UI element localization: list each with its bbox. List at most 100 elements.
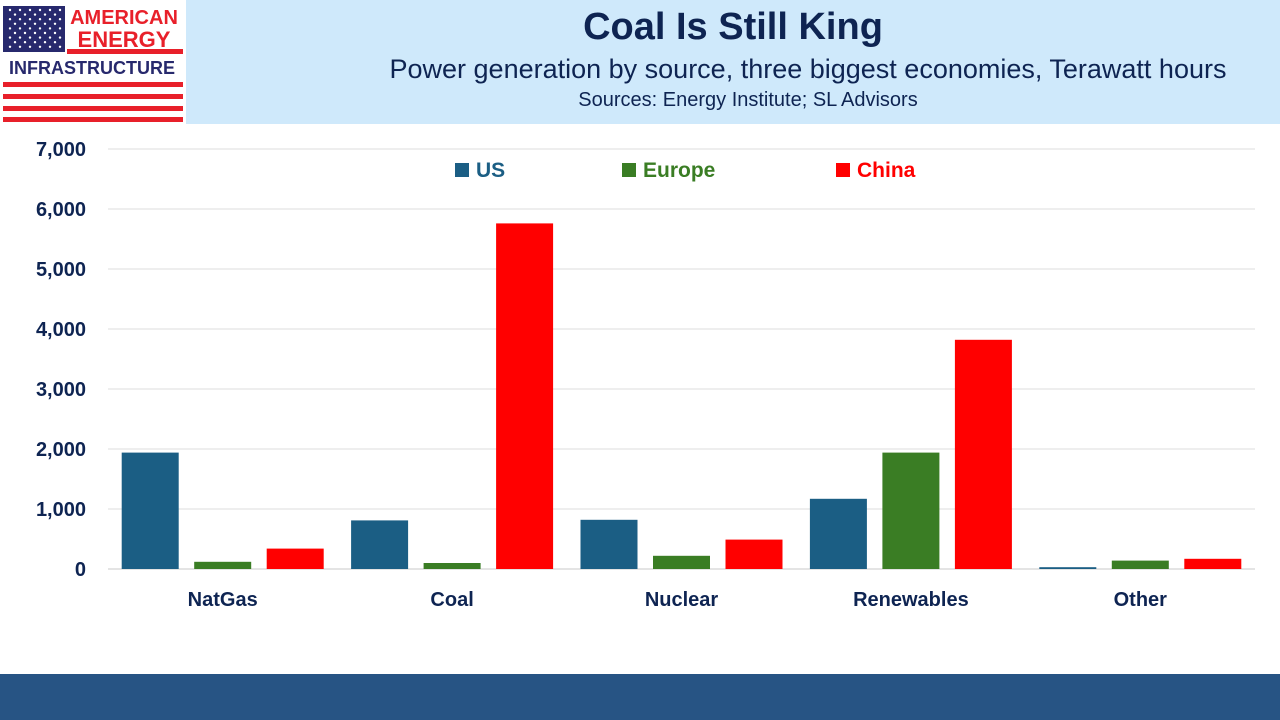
logo-star bbox=[58, 8, 62, 12]
logo-star bbox=[48, 27, 52, 30]
y-tick-label: 0 bbox=[75, 559, 86, 581]
bars bbox=[121, 223, 1242, 569]
bar-china-other bbox=[1184, 558, 1242, 569]
bar-china-nuclear bbox=[725, 539, 783, 569]
logo-star bbox=[43, 41, 47, 44]
logo-star bbox=[53, 31, 57, 35]
logo-star bbox=[58, 45, 62, 48]
logo-star bbox=[13, 41, 17, 44]
logo-star bbox=[8, 8, 12, 12]
logo-star bbox=[38, 27, 42, 30]
logo-star bbox=[8, 18, 12, 21]
x-category-label: Coal bbox=[430, 589, 473, 611]
y-tick-label: 7,000 bbox=[36, 139, 86, 161]
logo-star bbox=[23, 31, 27, 35]
logo-star bbox=[18, 36, 22, 39]
logo-star bbox=[53, 41, 57, 44]
bar-europe-nuclear bbox=[653, 555, 710, 569]
logo-star bbox=[48, 18, 52, 21]
bar-europe-other bbox=[1111, 560, 1169, 569]
logo-star bbox=[28, 36, 32, 39]
y-tick-label: 4,000 bbox=[36, 319, 86, 341]
y-tick-label: 5,000 bbox=[36, 259, 86, 281]
y-axis-ticks: 0 1,000 2,000 3,000 4,000 5,000 6,000 7,000 bbox=[36, 139, 86, 581]
logo-star bbox=[53, 13, 57, 16]
logo-stripe bbox=[3, 106, 183, 111]
bar-china-renewables bbox=[954, 339, 1012, 569]
x-category-label: Other bbox=[1114, 589, 1168, 611]
bar-us-coal bbox=[351, 520, 409, 569]
bar-china-natgas bbox=[266, 548, 324, 569]
logo-star bbox=[28, 8, 32, 12]
gridlines bbox=[108, 148, 1255, 570]
logo-star bbox=[28, 27, 32, 30]
logo-star bbox=[28, 45, 32, 48]
logo-star bbox=[28, 18, 32, 21]
bar-europe-natgas bbox=[194, 561, 252, 569]
logo-stripe bbox=[3, 82, 183, 87]
x-category-label: Renewables bbox=[853, 589, 969, 611]
logo-star bbox=[38, 45, 42, 48]
y-tick-label: 3,000 bbox=[36, 379, 86, 401]
logo-star bbox=[33, 31, 37, 35]
logo-star bbox=[38, 36, 42, 39]
y-tick-label: 2,000 bbox=[36, 439, 86, 461]
bar-europe-coal bbox=[423, 563, 481, 569]
logo-star-field bbox=[3, 6, 65, 52]
logo-star bbox=[23, 13, 27, 16]
legend-label: US bbox=[476, 159, 505, 182]
logo-star bbox=[33, 22, 37, 25]
chart-sources: Sources: Energy Institute; SL Advisors bbox=[578, 89, 918, 111]
logo-star bbox=[38, 8, 42, 12]
logo-star bbox=[18, 45, 22, 48]
bar-us-nuclear bbox=[580, 519, 638, 569]
x-axis-categories: NatGas Coal Nuclear Renewables Other bbox=[188, 589, 1168, 611]
logo-star bbox=[58, 18, 62, 21]
logo-stripe bbox=[67, 49, 183, 54]
logo-star bbox=[58, 27, 62, 30]
x-category-label: Nuclear bbox=[645, 589, 719, 611]
x-category-label: NatGas bbox=[188, 589, 258, 611]
logo-star bbox=[18, 18, 22, 21]
logo-star bbox=[43, 13, 47, 16]
logo-graphic: AMERICAN ENERGY INFRASTRUCTURE bbox=[3, 6, 183, 122]
legend-label: Europe bbox=[643, 159, 715, 182]
legend: US Europe China bbox=[455, 159, 916, 182]
chart-title: Coal Is Still King bbox=[583, 6, 883, 48]
header-banner: Coal Is Still King Power generation by s… bbox=[186, 0, 1280, 124]
logo-star bbox=[13, 22, 17, 25]
logo-stars bbox=[8, 8, 62, 48]
logo-star bbox=[8, 27, 12, 30]
logo-star bbox=[18, 27, 22, 30]
logo-star bbox=[13, 31, 17, 35]
legend-swatch bbox=[455, 163, 469, 177]
bar-us-renewables bbox=[809, 498, 867, 569]
logo-text-american: AMERICAN bbox=[70, 7, 178, 29]
logo-star bbox=[48, 45, 52, 48]
logo-star bbox=[48, 36, 52, 39]
logo-stripe bbox=[3, 117, 183, 122]
legend-label: China bbox=[857, 159, 916, 182]
logo-star bbox=[23, 41, 27, 44]
bar-chart: 0 1,000 2,000 3,000 4,000 5,000 6,000 7,000 Nat… bbox=[36, 139, 1255, 611]
logo-star bbox=[8, 45, 12, 48]
bar-us-other bbox=[1039, 567, 1097, 569]
logo-star bbox=[43, 22, 47, 25]
logo-star bbox=[53, 22, 57, 25]
logo-star bbox=[38, 18, 42, 21]
logo-star bbox=[33, 41, 37, 44]
logo-star bbox=[8, 36, 12, 39]
bar-europe-renewables bbox=[882, 452, 940, 569]
logo: AMERICAN ENERGY INFRASTRUCTURE bbox=[0, 0, 186, 124]
legend-swatch bbox=[622, 163, 636, 177]
logo-star bbox=[18, 8, 22, 12]
logo-star bbox=[23, 22, 27, 25]
logo-star bbox=[48, 8, 52, 12]
chart-subtitle: Power generation by source, three bigges… bbox=[389, 54, 1227, 84]
footer-bar bbox=[0, 674, 1280, 720]
logo-text-infrastructure: INFRASTRUCTURE bbox=[9, 58, 175, 78]
bar-china-coal bbox=[496, 223, 554, 569]
logo-star bbox=[58, 36, 62, 39]
logo-stripe bbox=[3, 94, 183, 99]
logo-star bbox=[13, 13, 17, 16]
